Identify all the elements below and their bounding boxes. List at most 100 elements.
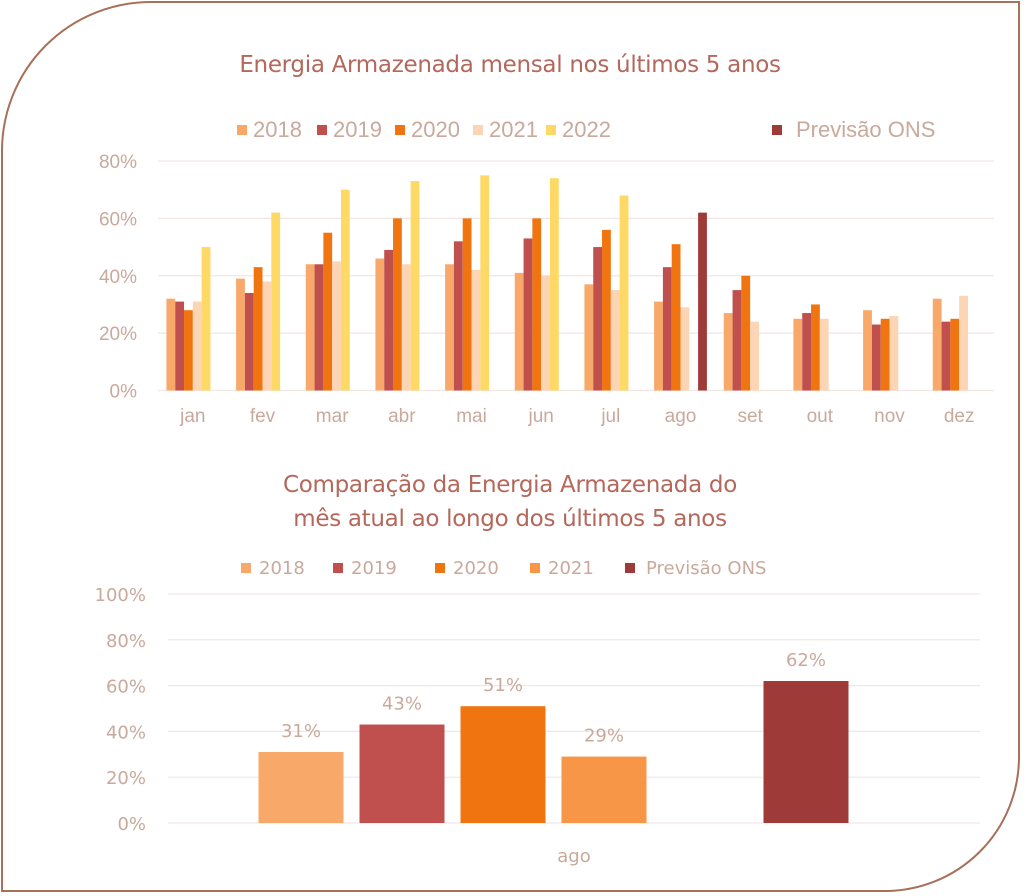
legend-swatch (241, 563, 251, 573)
x-tick-label: set (737, 406, 763, 427)
x-tick-label: dez (944, 406, 975, 427)
bar-2020-jan (184, 310, 193, 391)
bar-2019-jul (593, 247, 603, 391)
bar-2021-mar (332, 261, 341, 391)
legend-item-2018: 2018 (237, 117, 302, 143)
y-tick-label: 0% (117, 814, 146, 835)
legend-item-2021: 2021 (530, 558, 594, 579)
legend-label: 2022 (562, 117, 611, 142)
legend-label: 2018 (259, 557, 305, 579)
bar-2018 (258, 752, 344, 823)
bar-2019-mai (453, 241, 463, 391)
y-tick-label: 0% (110, 382, 138, 403)
bar-2019 (359, 724, 445, 823)
bar-2021-mai (471, 270, 481, 391)
y-tick-label: 20% (99, 324, 137, 345)
legend-swatch (333, 563, 343, 573)
bar-2018-abr (375, 258, 385, 391)
bar-2022-fev (271, 212, 281, 391)
bar-2021-set (750, 321, 759, 391)
bar-2019-jun (523, 238, 533, 391)
legend-label: 2021 (489, 117, 538, 142)
bar-2020-jun (532, 218, 542, 391)
legend-swatch (625, 563, 635, 573)
x-tick-label: out (807, 406, 834, 427)
legend-item-2018: 2018 (241, 558, 305, 579)
x-tick-label: ago (557, 846, 590, 867)
x-tick-label: jul (600, 406, 620, 427)
bar-2020-dez (950, 318, 960, 391)
bar-2021-dez (959, 295, 968, 391)
bar-2021-ago (680, 307, 690, 391)
bar-2021-nov (889, 315, 899, 391)
bar-2018-jan (166, 298, 176, 391)
bar-2019-nov (871, 324, 881, 391)
bar-2022-mai (480, 175, 490, 391)
legend-swatch (317, 125, 327, 135)
bar-2018-out (793, 318, 803, 391)
bar-2020 (460, 706, 546, 823)
legend-swatch (237, 125, 247, 135)
bar-2019-jan (175, 301, 185, 391)
legend-item-2021: 2021 (473, 117, 538, 143)
legend-label: 2019 (351, 557, 397, 579)
bar-2022-jul (619, 195, 629, 391)
bar-2018-set (723, 313, 733, 391)
bar-2019-ago (662, 267, 672, 391)
data-label: 51% (483, 675, 523, 696)
bar-2018-fev (236, 278, 245, 391)
x-tick-label: mar (316, 406, 349, 427)
bar-2020-nov (880, 318, 890, 391)
data-label: 62% (786, 650, 826, 671)
bar-previs-o-ons-ago (698, 212, 707, 391)
legend-item-2020: 2020 (435, 558, 499, 579)
legend-item-previsao-ons: Previsão ONS (772, 117, 935, 143)
bar-2022-jun (549, 178, 559, 391)
y-tick-label: 40% (99, 267, 137, 288)
bar-2019-mar (314, 264, 324, 391)
bar-2021-jan (192, 301, 202, 391)
data-label: 31% (281, 721, 321, 742)
legend-swatch (772, 125, 782, 135)
bar-2020-set (741, 275, 751, 391)
bar-2018-jun (514, 272, 524, 391)
legend-item-previsao-ons: Previsão ONS (625, 558, 766, 579)
bar-2018-dez (932, 298, 942, 391)
y-tick-label: 20% (106, 768, 146, 789)
y-tick-label: 40% (106, 722, 146, 743)
legend-label: 2018 (253, 117, 302, 142)
bar-previs-o-ons (763, 681, 849, 823)
bar-2018-mai (445, 264, 454, 391)
bar-2021-jun (541, 275, 550, 391)
bar-2018-nov (863, 310, 872, 391)
x-tick-label: jun (527, 406, 553, 427)
bar-2021-out (819, 318, 829, 391)
legend-item-2022: 2022 (546, 117, 611, 143)
legend-item-2019: 2019 (333, 558, 397, 579)
legend-label: Previsão ONS (646, 557, 767, 579)
bar-2019-set (732, 290, 742, 391)
bar-2021-abr (401, 264, 411, 391)
bar-2020-mai (462, 218, 472, 391)
legend-label: 2020 (411, 117, 460, 142)
y-tick-label: 60% (106, 677, 146, 698)
bar-2020-mar (323, 232, 333, 391)
legend-label: 2020 (453, 557, 499, 579)
chart-title-comparison-line-2: mês atual ao longo dos últimos 5 anos (293, 506, 727, 532)
legend-swatch (546, 125, 556, 135)
bar-2021-fev (262, 281, 272, 391)
legend-swatch (395, 125, 405, 135)
legend-label: 2021 (548, 557, 594, 579)
bar-2020-ago (671, 244, 681, 391)
bar-2019-out (802, 313, 812, 391)
data-label: 29% (584, 726, 624, 747)
legend-label: 2019 (333, 117, 382, 142)
bar-2022-abr (410, 181, 420, 391)
y-tick-label: 80% (99, 152, 137, 173)
bar-2018-mar (305, 264, 315, 391)
bar-2019-dez (941, 321, 951, 391)
bar-2022-mar (340, 189, 350, 391)
chart-title-comparison-line-1: Comparação da Energia Armazenada do (283, 472, 737, 498)
